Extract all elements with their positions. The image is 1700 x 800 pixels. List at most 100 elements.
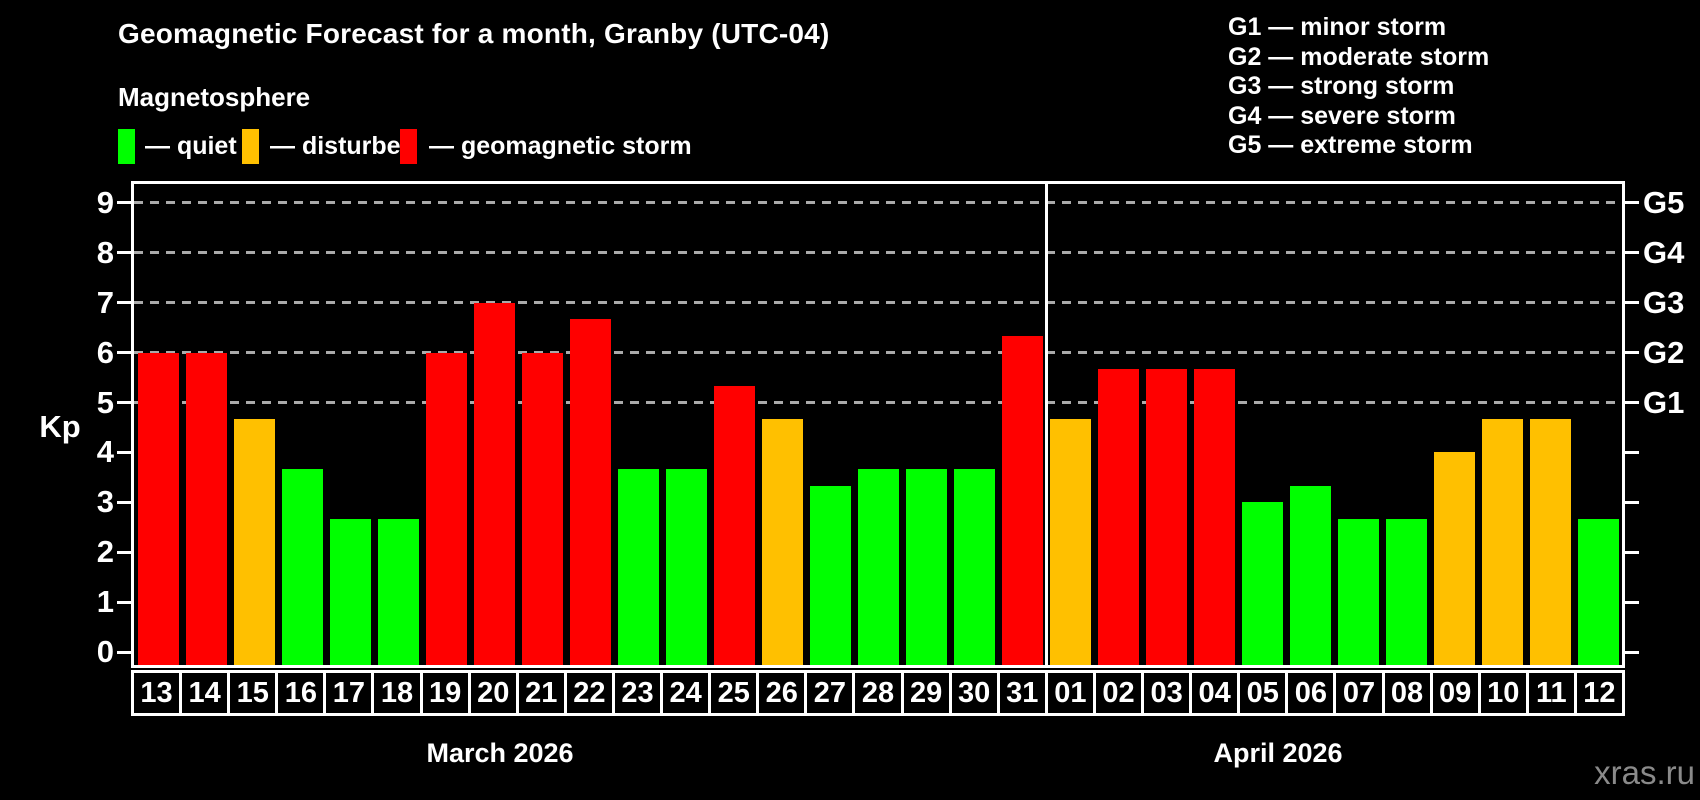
day-label-27: 27 [804,670,856,716]
day-label-19: 19 [419,670,471,716]
tick-right-kp4 [1625,450,1639,454]
tick-left-kp1 [117,600,131,604]
tick-right-kp7 [1625,301,1639,305]
day-label-31: 31 [996,670,1048,716]
day-label-02: 02 [1092,670,1145,716]
storm-swatch-icon [400,129,417,164]
y-axis-label-9: 9 [96,184,114,220]
right-axis-label-G3: G3 [1643,284,1685,320]
day-label-20: 20 [467,670,519,716]
y-axis-label-5: 5 [96,384,114,420]
gridline-kp5 [134,401,1622,404]
tick-left-kp6 [117,351,131,355]
bar-day-12-kp-2.67 [1577,518,1619,665]
day-label-17: 17 [323,670,375,716]
bar-day-25-kp-5.33 [713,386,755,665]
day-label-24: 24 [660,670,712,716]
right-axis-label-G5: G5 [1643,184,1685,220]
y-axis-label-6: 6 [96,334,114,370]
tick-right-kp9 [1625,201,1639,205]
day-label-21: 21 [515,670,567,716]
bar-day-17-kp-2.67 [329,518,371,665]
bar-day-23-kp-3.67 [617,468,659,665]
bar-day-05-kp-3 [1241,502,1283,665]
bar-day-01-kp-4.67 [1049,418,1091,665]
legend-label-disturbed: — disturbed [270,132,416,160]
g-legend-line-2: G2 — moderate storm [1228,42,1490,71]
y-axis-label-3: 3 [96,484,114,520]
tick-left-kp9 [117,201,131,205]
y-axis-label-4: 4 [96,434,114,470]
bar-day-10-kp-4.67 [1481,418,1523,665]
right-axis-label-G4: G4 [1643,234,1685,270]
y-axis-label-1: 1 [96,584,114,620]
tick-left-kp0 [117,650,131,654]
month-label-march: March 2026 [426,738,574,768]
bar-day-31-kp-6.33 [1001,336,1043,665]
gridline-kp7 [134,301,1622,305]
y-axis-label-0: 0 [96,634,114,669]
bar-day-15-kp-4.67 [233,418,275,665]
tick-right-kp1 [1625,600,1639,604]
chart-title: Geomagnetic Forecast for a month, Granby… [118,18,830,49]
day-label-07: 07 [1333,670,1385,716]
day-label-08: 08 [1381,670,1433,716]
tick-right-kp2 [1625,550,1639,554]
bar-day-19-kp-6 [425,352,467,665]
right-axis-label-G2: G2 [1643,334,1685,370]
g-legend-line-3: G3 — strong storm [1228,72,1455,101]
g-scale-legend: G1 — minor storm G2 — moderate storm G3 … [1228,13,1489,161]
bar-day-24-kp-3.67 [665,468,707,665]
tick-left-kp2 [117,550,131,554]
day-label-26: 26 [756,670,808,716]
bar-day-16-kp-3.67 [281,468,323,665]
quiet-swatch-icon [118,129,135,164]
bar-day-02-kp-5.67 [1097,369,1139,665]
bar-day-04-kp-5.67 [1193,369,1235,665]
day-label-05: 05 [1237,670,1289,716]
day-label-30: 30 [948,670,1000,716]
day-label-15: 15 [227,670,279,716]
day-label-03: 03 [1141,670,1193,716]
bar-day-08-kp-2.67 [1385,518,1427,665]
y-axis-label-7: 7 [96,284,114,320]
day-label-10: 10 [1477,670,1529,716]
day-label-12: 12 [1573,670,1625,716]
tick-left-kp7 [117,301,131,305]
watermark: xras.ru [1594,754,1695,791]
bar-day-06-kp-3.33 [1289,485,1331,665]
g-legend-line-1: G1 — minor storm [1228,13,1447,41]
bar-day-20-kp-7 [473,302,515,665]
tick-right-kp5 [1625,401,1639,404]
day-label-09: 09 [1429,670,1481,716]
day-label-28: 28 [852,670,904,716]
day-label-04: 04 [1189,670,1241,716]
bar-day-29-kp-3.67 [905,468,947,665]
legend-label-quiet: — quiet [145,132,237,160]
bar-day-30-kp-3.67 [953,468,995,665]
bar-day-22-kp-6.67 [569,319,611,665]
bar-day-03-kp-5.67 [1145,369,1187,665]
bar-day-27-kp-3.33 [809,485,851,665]
tick-left-kp8 [117,251,131,255]
bar-day-13-kp-6 [137,352,179,665]
day-label-18: 18 [371,670,423,716]
day-label-22: 22 [563,670,615,716]
disturbed-swatch-icon [242,129,259,164]
tick-right-kp6 [1625,351,1639,355]
gridline-kp6 [134,351,1622,355]
bar-day-26-kp-4.67 [761,418,803,665]
tick-right-kp0 [1625,650,1639,654]
g-legend-line-4: G4 — severe storm [1228,101,1456,130]
bar-day-18-kp-2.67 [377,518,419,665]
gridline-kp8 [134,251,1622,255]
day-label-11: 11 [1525,670,1577,716]
chart-subtitle: Magnetosphere [118,82,311,112]
plot-area [131,181,1625,668]
tick-left-kp3 [117,500,131,504]
day-label-16: 16 [275,670,327,716]
day-label-06: 06 [1285,670,1337,716]
bar-day-11-kp-4.67 [1529,418,1571,665]
day-label-14: 14 [179,670,231,716]
